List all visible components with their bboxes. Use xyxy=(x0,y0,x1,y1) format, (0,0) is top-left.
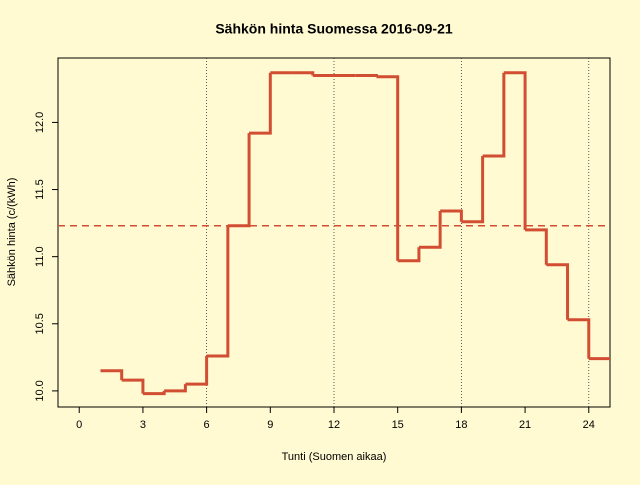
x-tick-label: 6 xyxy=(204,419,210,431)
y-tick-label: 10.0 xyxy=(34,380,46,401)
step-segment xyxy=(100,369,124,381)
chart-title: Sähkön hinta Suomessa 2016-09-21 xyxy=(215,21,453,37)
y-tick-label: 11.5 xyxy=(34,179,46,200)
step-segment xyxy=(461,155,485,224)
x-tick-label: 3 xyxy=(140,419,146,431)
y-tick-label: 11.0 xyxy=(34,246,46,267)
step-segment xyxy=(206,225,230,358)
y-tick-label: 12.0 xyxy=(34,112,46,133)
step-segment xyxy=(503,71,527,230)
step-segment xyxy=(482,72,506,158)
x-tick-label: 21 xyxy=(519,419,531,431)
x-tick-label: 0 xyxy=(76,419,82,431)
step-segment xyxy=(164,384,187,393)
x-axis-label: Tunti (Suomen aikaa) xyxy=(282,451,387,463)
y-tick-label: 10.5 xyxy=(34,313,46,334)
step-segment xyxy=(376,75,400,261)
step-segment xyxy=(249,72,272,135)
step-segment xyxy=(142,390,166,396)
x-tick-label: 15 xyxy=(392,419,404,431)
step-segment xyxy=(418,211,442,249)
x-tick-label: 12 xyxy=(328,419,340,431)
step-segment xyxy=(121,378,145,394)
step-segment xyxy=(567,318,591,359)
step-segment xyxy=(546,263,570,320)
step-segment xyxy=(355,73,378,77)
step-segment xyxy=(525,228,548,265)
x-tick-label: 9 xyxy=(267,419,273,431)
step-segment xyxy=(185,355,209,386)
step-segment xyxy=(397,247,421,263)
y-axis-label: Sähkön hinta (c/(kWh) xyxy=(6,178,18,287)
x-tick-label: 18 xyxy=(455,419,467,431)
step-segment xyxy=(227,133,251,228)
x-tick-label: 24 xyxy=(583,419,595,431)
step-segment xyxy=(291,71,315,76)
step-segment xyxy=(440,209,463,222)
